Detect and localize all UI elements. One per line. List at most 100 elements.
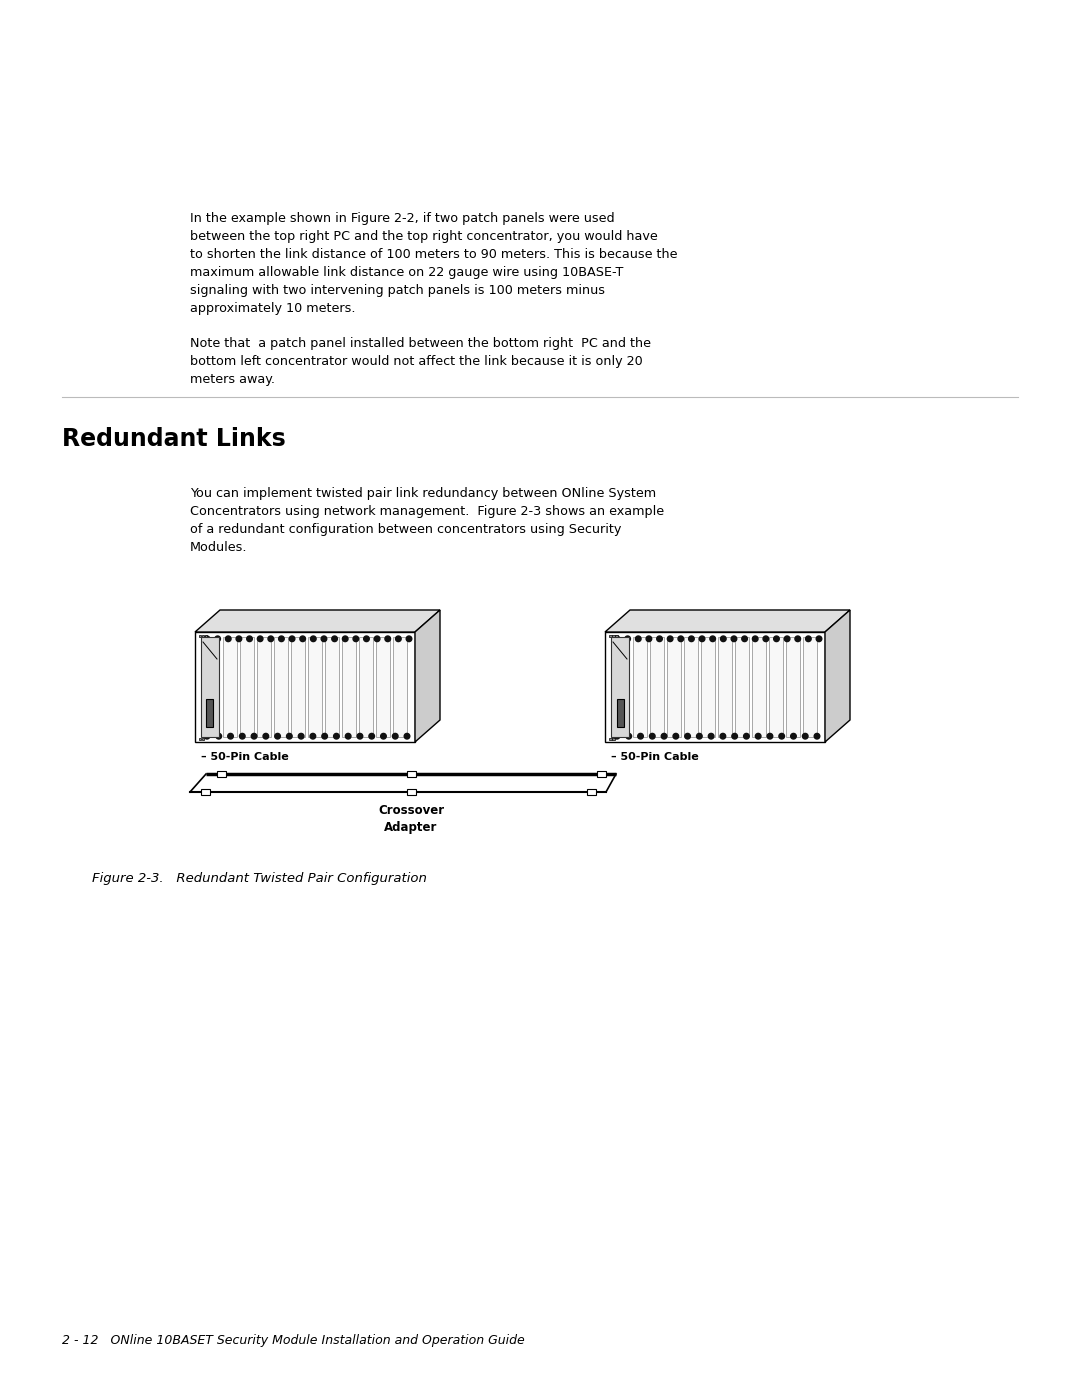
Bar bbox=[206, 698, 214, 726]
Circle shape bbox=[678, 636, 684, 641]
Bar bbox=[406, 771, 416, 777]
Bar bbox=[359, 637, 373, 738]
Circle shape bbox=[697, 733, 702, 739]
Circle shape bbox=[742, 636, 747, 641]
Bar bbox=[202, 634, 204, 637]
Bar bbox=[342, 637, 355, 738]
Bar bbox=[195, 631, 415, 742]
Circle shape bbox=[216, 733, 221, 739]
Text: 2 - 12   ONline 10BASET Security Module Installation and Operation Guide: 2 - 12 ONline 10BASET Security Module In… bbox=[62, 1334, 525, 1347]
Circle shape bbox=[816, 636, 822, 641]
Bar bbox=[617, 698, 623, 726]
Bar bbox=[393, 637, 406, 738]
Bar bbox=[752, 637, 766, 738]
Circle shape bbox=[637, 733, 644, 739]
Bar bbox=[274, 637, 287, 738]
Circle shape bbox=[264, 733, 269, 739]
Circle shape bbox=[322, 733, 327, 739]
Bar bbox=[609, 738, 611, 740]
Circle shape bbox=[779, 733, 784, 739]
Circle shape bbox=[252, 733, 257, 739]
Circle shape bbox=[311, 636, 316, 641]
Circle shape bbox=[384, 636, 391, 641]
Text: – 50-Pin Cable: – 50-Pin Cable bbox=[201, 752, 288, 761]
Circle shape bbox=[667, 636, 673, 641]
Text: In the example shown in Figure 2-2, if two patch panels were used
between the to: In the example shown in Figure 2-2, if t… bbox=[190, 212, 677, 314]
Circle shape bbox=[720, 636, 726, 641]
Circle shape bbox=[732, 733, 738, 739]
Circle shape bbox=[204, 636, 210, 641]
Circle shape bbox=[357, 733, 363, 739]
Bar bbox=[611, 637, 629, 738]
Circle shape bbox=[673, 733, 678, 739]
Circle shape bbox=[257, 636, 262, 641]
Circle shape bbox=[802, 733, 808, 739]
Circle shape bbox=[375, 636, 380, 641]
Bar bbox=[240, 637, 254, 738]
Bar bbox=[406, 789, 416, 795]
Bar bbox=[735, 637, 748, 738]
Bar bbox=[804, 637, 816, 738]
Circle shape bbox=[625, 636, 631, 641]
Circle shape bbox=[615, 733, 620, 739]
Circle shape bbox=[406, 636, 411, 641]
Circle shape bbox=[615, 636, 620, 641]
Bar bbox=[325, 637, 339, 738]
Circle shape bbox=[342, 636, 348, 641]
Circle shape bbox=[744, 733, 750, 739]
Bar bbox=[612, 738, 615, 740]
Text: – 50-Pin Cable: – 50-Pin Cable bbox=[611, 752, 699, 761]
Circle shape bbox=[204, 733, 210, 739]
Circle shape bbox=[364, 636, 369, 641]
Circle shape bbox=[274, 733, 281, 739]
Circle shape bbox=[332, 636, 337, 641]
Text: Crossover
Adapter: Crossover Adapter bbox=[378, 805, 444, 834]
Circle shape bbox=[321, 636, 327, 641]
Polygon shape bbox=[195, 610, 440, 631]
Circle shape bbox=[814, 733, 820, 739]
Circle shape bbox=[298, 733, 303, 739]
Circle shape bbox=[310, 733, 315, 739]
Circle shape bbox=[346, 733, 351, 739]
Circle shape bbox=[773, 636, 780, 641]
Circle shape bbox=[767, 733, 773, 739]
Circle shape bbox=[268, 636, 273, 641]
Bar bbox=[684, 637, 698, 738]
Circle shape bbox=[755, 733, 761, 739]
Bar bbox=[667, 637, 680, 738]
Polygon shape bbox=[605, 610, 850, 631]
Bar bbox=[769, 637, 783, 738]
Circle shape bbox=[689, 636, 694, 641]
Bar bbox=[202, 738, 204, 740]
Circle shape bbox=[286, 733, 293, 739]
Circle shape bbox=[246, 636, 253, 641]
Bar bbox=[216, 771, 226, 777]
Circle shape bbox=[661, 733, 666, 739]
Circle shape bbox=[215, 636, 220, 641]
Bar bbox=[786, 637, 799, 738]
Text: Figure 2-3.   Redundant Twisted Pair Configuration: Figure 2-3. Redundant Twisted Pair Confi… bbox=[92, 872, 427, 886]
Polygon shape bbox=[415, 610, 440, 742]
Circle shape bbox=[334, 733, 339, 739]
Circle shape bbox=[731, 636, 737, 641]
Circle shape bbox=[635, 636, 642, 641]
Bar bbox=[596, 771, 606, 777]
Circle shape bbox=[279, 636, 284, 641]
Circle shape bbox=[392, 733, 399, 739]
Bar bbox=[633, 637, 647, 738]
Bar bbox=[257, 637, 271, 738]
Circle shape bbox=[720, 733, 726, 739]
Bar bbox=[609, 634, 611, 637]
Bar bbox=[199, 634, 202, 637]
Circle shape bbox=[646, 636, 651, 641]
Circle shape bbox=[404, 733, 409, 739]
Circle shape bbox=[795, 636, 800, 641]
Circle shape bbox=[395, 636, 401, 641]
Bar bbox=[222, 637, 237, 738]
Circle shape bbox=[226, 636, 231, 641]
Circle shape bbox=[710, 636, 715, 641]
Text: You can implement twisted pair link redundancy between ONline System
Concentrato: You can implement twisted pair link redu… bbox=[190, 488, 664, 555]
Bar bbox=[291, 637, 305, 738]
Bar bbox=[650, 637, 663, 738]
Bar bbox=[199, 738, 202, 740]
